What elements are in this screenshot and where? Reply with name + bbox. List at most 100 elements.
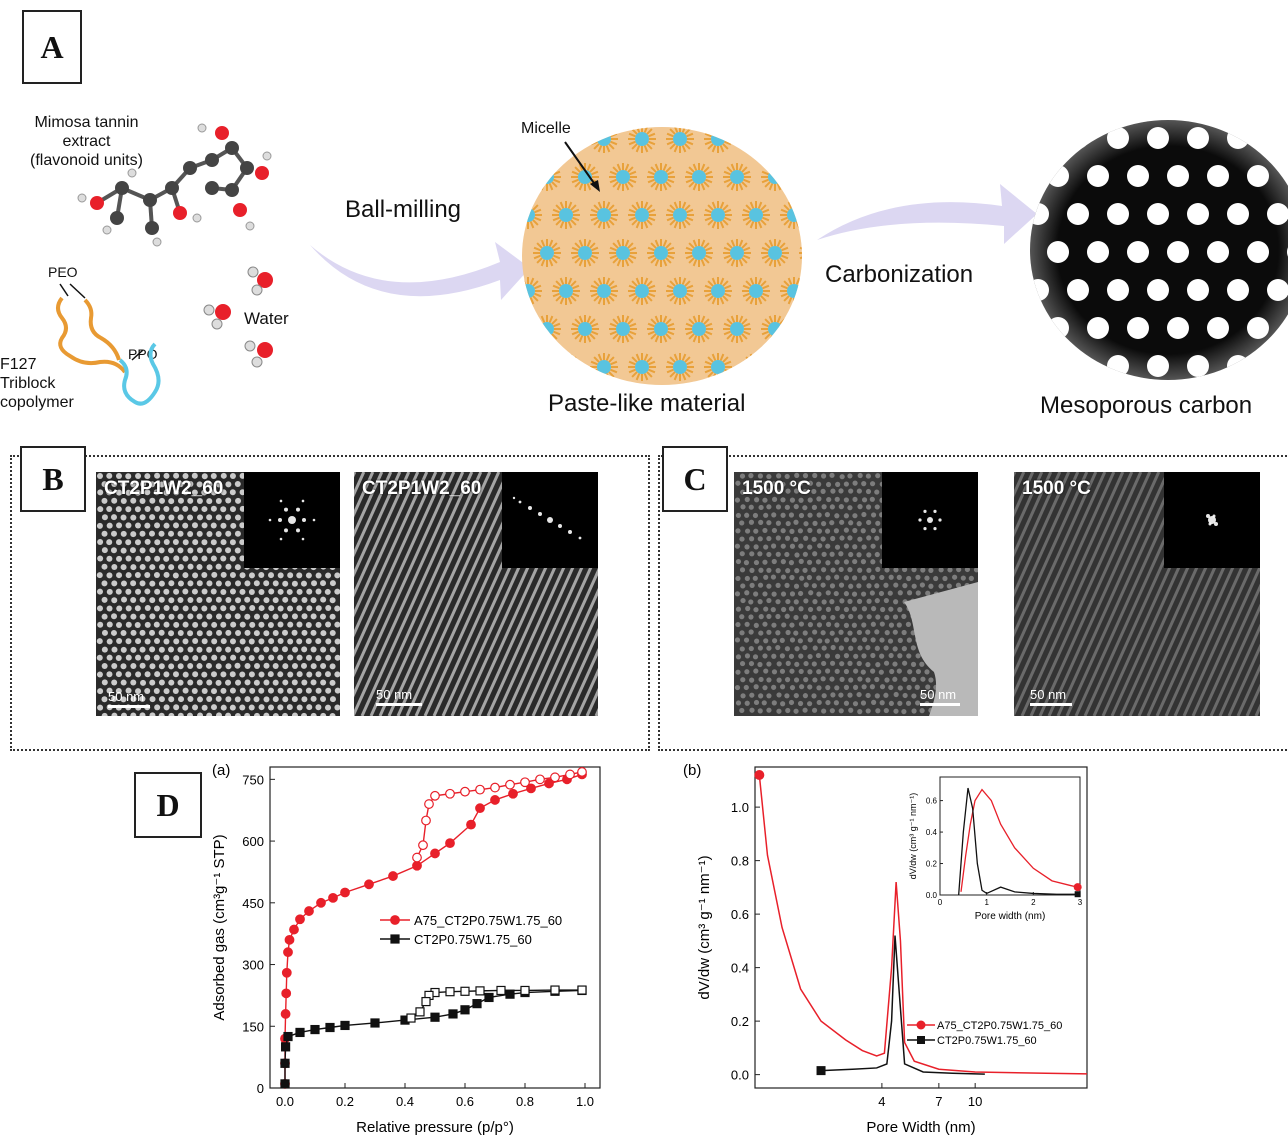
adsorption-point [430,848,440,859]
adsorption-point [445,838,455,849]
micelle-pointer [564,141,600,192]
desorption-line [416,771,583,858]
micelle [522,353,542,381]
legend-marker [390,934,400,944]
desorption-point [520,985,530,996]
legend-marker [917,1036,925,1044]
adsorption-point [295,914,305,925]
pore [1167,241,1189,263]
micelle [704,201,732,229]
micelle [666,201,694,229]
adsorption-point [526,783,536,794]
scale-bar-b2: 50 nm [376,687,422,706]
micelle [552,277,580,305]
adsorption-point [412,860,422,871]
pore [1030,127,1049,149]
pore [1147,279,1169,301]
micelle [780,353,802,381]
desorption-point [412,852,422,863]
plot-frame [269,766,601,1089]
x-tick-label: 10 [968,1094,982,1109]
y-tick-label: 750 [242,772,264,787]
pore [1227,127,1249,149]
micelle [704,277,732,305]
inset-y-tick-label: 0.6 [926,797,938,806]
y-tick-label: 300 [242,958,264,973]
adsorption-point [475,803,485,814]
desorption-point [445,987,455,997]
adsorption-point [281,967,292,978]
pore [1107,279,1129,301]
desorption-point [460,986,470,996]
paste-circle [522,127,802,385]
micelle [628,277,656,305]
y-tick-label: 0.2 [731,1014,749,1029]
pore [1067,127,1089,149]
micelle [571,315,599,343]
x-tick-label: 0.6 [456,1094,474,1109]
panel-label-a: A [22,10,82,84]
micelle [628,353,656,381]
pore [1087,317,1109,339]
pore [1227,355,1249,377]
adsorption-point [466,819,476,830]
y-axis-label: Adsorbed gas (cm³g⁻¹ STP) [211,834,228,1020]
inset-end-marker [1074,891,1081,898]
adsorption-point [283,947,293,958]
pore [1087,165,1109,187]
micelle [685,163,713,191]
inset-x-tick-label: 1 [984,898,989,907]
pore [1267,279,1288,301]
x-tick-label: 0.2 [336,1094,354,1109]
adsorption-point [544,778,554,789]
pore [1107,203,1129,225]
pore [1127,241,1149,263]
pore [1127,165,1149,187]
pore [1087,241,1109,263]
pore [1267,203,1288,225]
tem-image-c2: 1500 °C 50 nm [1014,472,1260,716]
pore [1207,165,1229,187]
pore [1167,165,1189,187]
legend-label: CT2P0.75W1.75_60 [937,1035,1037,1047]
adsorption-point [340,1020,350,1031]
pore [1227,203,1249,225]
micelle [647,315,675,343]
pore [1227,279,1249,301]
scale-bar-c1-text: 50 nm [920,687,957,702]
legend-label: CT2P0.75W1.75_60 [414,932,532,947]
adsorption-point [325,1022,335,1033]
pore [1247,241,1269,263]
y-tick-label: 1.0 [731,800,749,815]
y-tick-label: 0 [257,1081,264,1096]
adsorption-line [284,989,583,1084]
adsorption-point [304,906,314,916]
micelle [742,127,770,153]
micelle [590,353,618,381]
pore [1167,317,1189,339]
y-tick-label: 0.4 [731,961,749,976]
water-label: Water [244,309,289,328]
plot-frame [754,766,1088,1089]
desorption-point [460,786,470,797]
inset-frame [939,776,1081,896]
paste-label: Paste-like material [548,390,746,417]
ball-milling-label: Ball-milling [345,196,462,223]
series-start-marker [754,770,765,781]
water-molecules [203,266,273,368]
pore [1207,241,1229,263]
pore [1067,355,1089,377]
adsorption-point [328,892,338,903]
adsorption-point [370,1018,380,1028]
adsorption-point [289,924,299,935]
micelle [628,127,656,153]
scale-bar-b1: 50 nm [108,689,150,708]
pore [1030,203,1049,225]
x-tick-label: 0.0 [276,1094,294,1109]
fft-inset-b2 [502,472,598,568]
copolymer-label: F127 Triblock copolymer [0,356,74,411]
micelle [685,315,713,343]
fft-inset-b1 [244,472,340,568]
micelle [799,246,802,260]
tem-c1-label: 1500 °C [742,478,811,499]
